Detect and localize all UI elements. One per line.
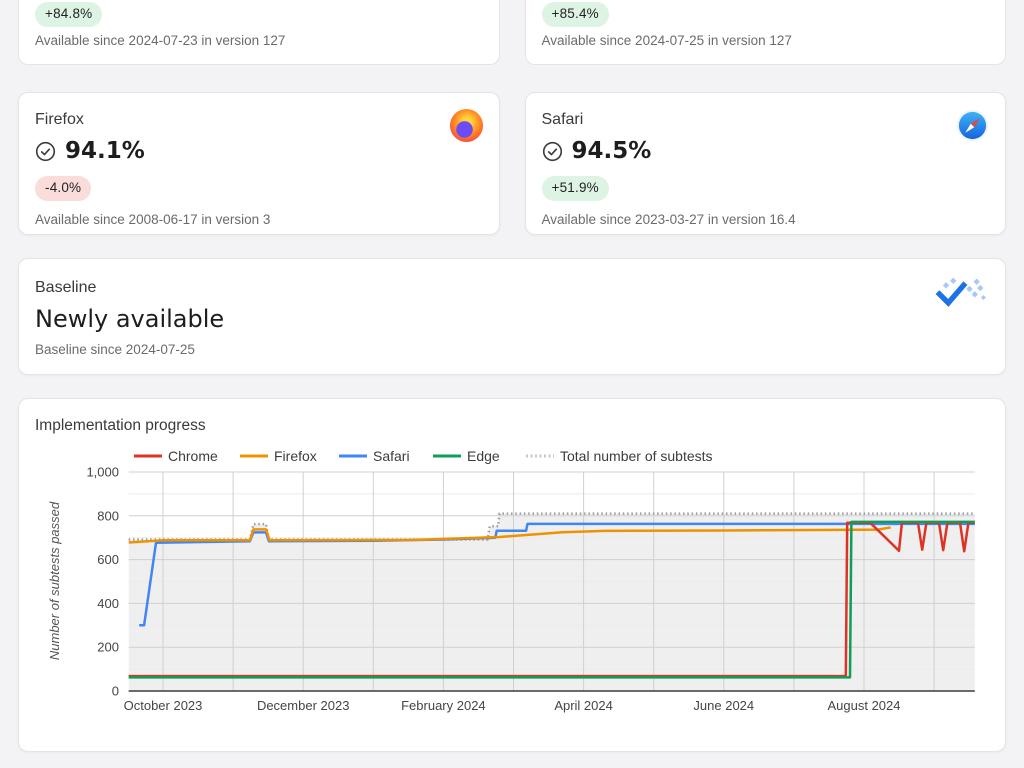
availability-text: Available since 2024-07-23 in version 12…: [35, 33, 286, 48]
check-circle-icon: [542, 141, 562, 161]
series-line-firefox: [128, 526, 891, 544]
browser-name: Safari: [541, 111, 584, 128]
score-value: 94.5%: [571, 138, 652, 164]
availability-text: Available since 2024-07-25 in version 12…: [541, 33, 792, 48]
legend-label: Edge: [467, 448, 500, 464]
legend-label: Firefox: [274, 448, 317, 464]
x-tick-label: June 2024: [693, 698, 754, 713]
y-tick-label: 600: [97, 552, 119, 567]
y-tick-label: 0: [112, 684, 119, 699]
baseline-label: Baseline: [35, 279, 97, 296]
y-tick-label: 400: [97, 596, 119, 611]
y-axis-title: Number of subtests passed: [47, 501, 62, 660]
x-tick-label: August 2024: [827, 698, 900, 713]
baseline-status: Newly available: [35, 305, 225, 333]
delta-badge: +85.4%: [541, 2, 609, 27]
firefox-logo: [449, 109, 483, 142]
page: +84.8% Available since 2024-07-23 in ver…: [18, 0, 1006, 752]
browser-card-partial-right: +85.4% Available since 2024-07-25 in ver…: [524, 0, 1006, 65]
baseline-since: Baseline since 2024-07-25: [35, 342, 195, 357]
top-card-row: +84.8% Available since 2024-07-23 in ver…: [18, 0, 1006, 65]
availability-text: Available since 2023-03-27 in version 16…: [541, 211, 796, 227]
legend-label: Chrome: [168, 448, 218, 464]
legend-label: Safari: [373, 448, 410, 464]
total-area-fill: [128, 513, 975, 691]
browser-card-partial-left: +84.8% Available since 2024-07-23 in ver…: [18, 0, 500, 65]
safari-logo: [956, 109, 989, 142]
x-tick-label: April 2024: [554, 698, 613, 713]
y-tick-label: 800: [97, 508, 119, 523]
chart-title: Implementation progress: [35, 417, 206, 434]
legend-label: Total number of subtests: [560, 448, 713, 464]
score-value: 94.1%: [65, 138, 145, 164]
x-tick-label: February 2024: [401, 698, 486, 713]
baseline-card: Baseline Newly available Baseline since …: [18, 258, 1006, 375]
delta-badge: +51.9%: [541, 176, 609, 201]
implementation-progress-card: Implementation progress 0 200 400 600 800 1,0…: [18, 398, 1006, 752]
baseline-check-icon: [933, 275, 987, 316]
chart-legend: Chrome Firefox Safari Edge Total number of s…: [134, 448, 713, 464]
x-tick-label: October 2023: [124, 698, 203, 713]
y-tick-label: 1,000: [86, 465, 119, 480]
x-tick-label: December 2023: [257, 698, 350, 713]
availability-text: Available since 2008-06-17 in version 3: [35, 211, 271, 227]
implementation-progress-chart[interactable]: 0 200 400 600 800 1,000 October 2023 December 2…: [21, 443, 991, 743]
score-row: 94.5%: [542, 138, 990, 164]
delta-badge: -4.0%: [35, 176, 92, 201]
y-tick-label: 200: [97, 640, 119, 655]
browser-card-row: Firefox 94.1% -4.0% Available since 2008…: [18, 92, 1006, 235]
check-circle-icon: [35, 141, 56, 161]
browser-card-safari: Safari 94.5% +51.9% Available since 2023…: [524, 92, 1006, 235]
score-row: 94.1%: [35, 138, 483, 164]
browser-card-firefox: Firefox 94.1% -4.0% Available since 2008…: [18, 92, 500, 235]
series-line-edge: [128, 520, 975, 679]
delta-badge: +84.8%: [35, 2, 103, 27]
browser-name: Firefox: [35, 111, 84, 128]
